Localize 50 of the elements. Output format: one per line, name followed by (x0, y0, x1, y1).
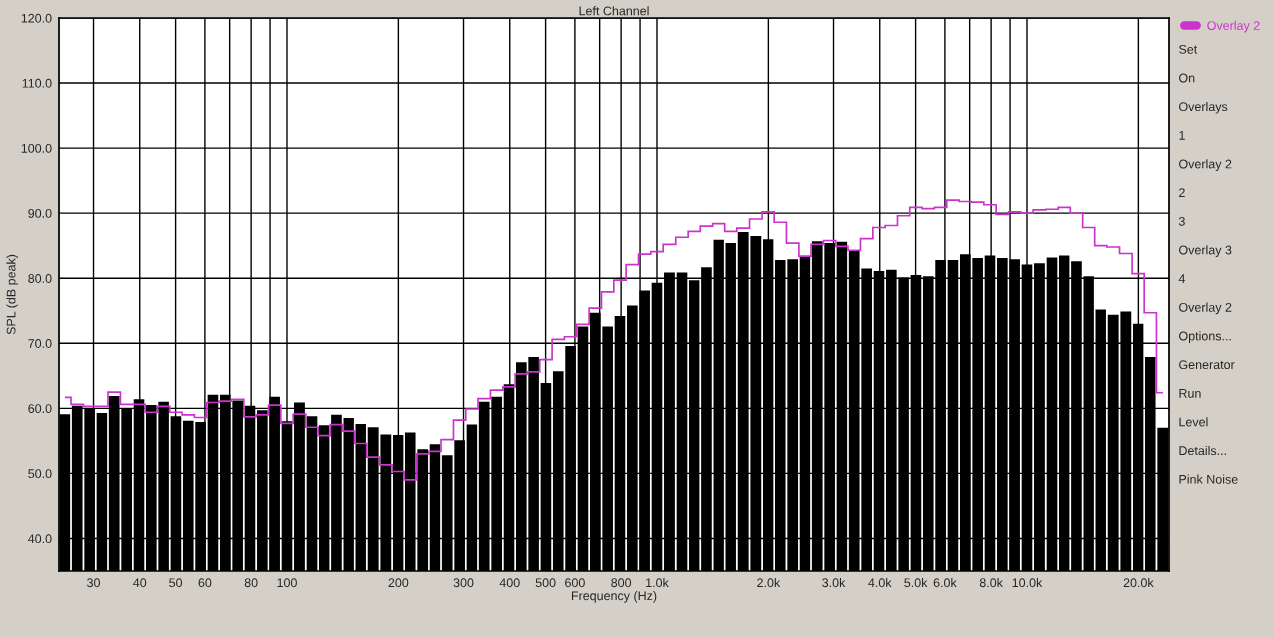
y-tick-label: 110.0 (22, 78, 52, 88)
y-axis-title: SPL (dB peak) (6, 254, 18, 335)
x-tick-label: 40 (133, 578, 147, 588)
text: Details... (1179, 445, 1226, 456)
x-tick-label: 30 (87, 578, 100, 588)
y-tick-label: 50.0 (28, 469, 52, 479)
text: Level (1179, 417, 1208, 427)
x-tick-label: 500 (535, 578, 556, 588)
text: Generator (1179, 360, 1235, 370)
y-tick-label: 60.0 (28, 404, 52, 414)
x-tick-label: 5.0k (904, 577, 928, 588)
text: On (1179, 73, 1195, 83)
text: Overlay 2 (1179, 302, 1232, 315)
text: Pink Noise (1179, 474, 1238, 484)
text: Overlays (1179, 101, 1228, 114)
x-tick-label: 8.0k (979, 577, 1003, 588)
x-tick-label: 80 (244, 578, 258, 588)
x-tick-label: 4.0k (868, 577, 892, 588)
text: Overlay 3 (1179, 245, 1232, 257)
x-tick-label: 60 (198, 578, 212, 588)
y-tick-label: 90.0 (28, 208, 52, 218)
x-tick-label: 100 (277, 578, 297, 588)
y-tick-label: 80.0 (28, 274, 52, 283)
x-tick-label: 200 (388, 578, 409, 588)
x-tick-label: 300 (453, 578, 474, 588)
text: 3 (1178, 216, 1185, 226)
x-tick-label: 3.0k (822, 577, 846, 588)
x-tick-label: 1.0k (646, 577, 669, 588)
x-tick-label: 20.0k (1123, 577, 1154, 588)
text: Set (1179, 44, 1198, 54)
text: Run (1179, 389, 1201, 398)
x-tick-label: 50 (169, 578, 183, 588)
text: 1 (1179, 131, 1185, 140)
text: Overlay 2 (1179, 159, 1232, 171)
y-tick-label: 120.0 (21, 13, 52, 23)
y-tick-label: 100.0 (21, 143, 52, 153)
legend-label: Overlay 2 (1207, 20, 1260, 33)
chart-title: Left Channel (579, 6, 649, 16)
x-axis-title: Frequency (Hz) (571, 590, 657, 603)
y-tick-label: 70.0 (28, 339, 52, 348)
x-tick-label: 400 (499, 578, 520, 588)
x-tick-label: 2.0k (757, 577, 781, 588)
text: 4 (1178, 274, 1186, 283)
y-tick-label: 40.0 (28, 534, 52, 544)
text: Options... (1179, 331, 1231, 343)
x-tick-label: 600 (565, 578, 585, 588)
x-tick-label: 10.0k (1012, 577, 1043, 588)
text: 2 (1179, 188, 1185, 197)
x-tick-label: 800 (611, 578, 632, 588)
x-tick-label: 6.0k (933, 577, 957, 588)
